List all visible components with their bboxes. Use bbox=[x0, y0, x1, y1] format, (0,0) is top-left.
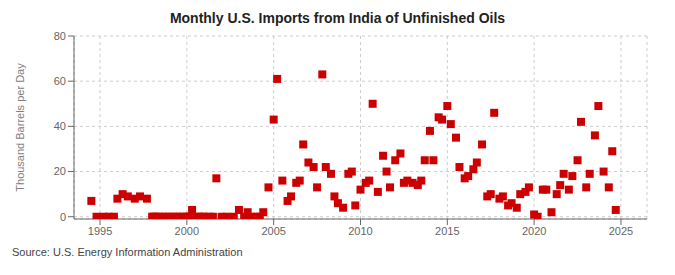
html-text:Monthly U.S. Imports from Indi: Monthly U.S. Imports from India of Unfin… bbox=[169, 10, 506, 26]
svg-text:60: 60 bbox=[54, 75, 66, 87]
html-text:Source: U.S. Energy Informatio: Source: U.S. Energy Information Administ… bbox=[12, 246, 243, 258]
svg-text:2010: 2010 bbox=[348, 225, 372, 237]
svg-text:80: 80 bbox=[54, 30, 66, 42]
svg-text:2005: 2005 bbox=[261, 225, 285, 237]
svg-text:2020: 2020 bbox=[522, 225, 546, 237]
svg-text:0: 0 bbox=[60, 211, 66, 223]
svg-text:Thousand Barrels per Day: Thousand Barrels per Day bbox=[14, 63, 26, 192]
svg-text:2025: 2025 bbox=[609, 225, 633, 237]
svg-text:2015: 2015 bbox=[435, 225, 459, 237]
svg-text:2000: 2000 bbox=[175, 225, 199, 237]
svg-text:1995: 1995 bbox=[88, 225, 112, 237]
svg-text:40: 40 bbox=[54, 120, 66, 132]
svg-text:20: 20 bbox=[54, 165, 66, 177]
